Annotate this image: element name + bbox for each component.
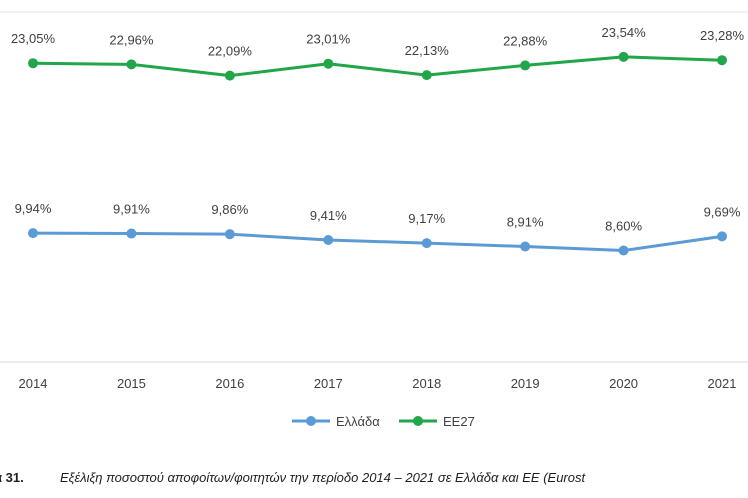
- data-label: 9,41%: [310, 208, 347, 223]
- legend-marker: [306, 416, 316, 426]
- data-label: 23,01%: [306, 32, 351, 47]
- data-label: 9,91%: [113, 202, 150, 217]
- data-point: [421, 238, 432, 249]
- data-label: 23,28%: [700, 28, 745, 43]
- series-layer: [28, 51, 728, 256]
- data-point: [323, 235, 334, 246]
- data-label: 22,88%: [503, 33, 548, 48]
- x-tick-label: 2014: [19, 376, 48, 391]
- data-label: 8,91%: [507, 215, 544, 230]
- legend-marker: [413, 416, 423, 426]
- x-tick-label: 2016: [215, 376, 244, 391]
- series-line-1: [31, 55, 724, 78]
- x-tick-label: 2015: [117, 376, 146, 391]
- data-label: 9,86%: [211, 202, 248, 217]
- data-point: [126, 59, 137, 70]
- data-point: [421, 70, 432, 81]
- data-point: [618, 51, 629, 62]
- x-tick-label: 2017: [314, 376, 343, 391]
- x-tick-layer: 2014 2015 2016 2017 2018 2019 2020 2021: [19, 376, 737, 391]
- legend: Ελλάδα ΕΕ27: [292, 414, 475, 429]
- figure-caption: α 31. Εξέλιξη ποσοστού αποφοίτων/φοιτητών…: [0, 470, 748, 485]
- legend-label: Ελλάδα: [336, 414, 380, 429]
- data-point: [224, 70, 235, 81]
- data-point: [28, 228, 38, 239]
- data-point: [28, 58, 38, 69]
- data-label: 23,05%: [11, 31, 56, 46]
- data-point: [520, 241, 531, 252]
- data-label: 22,13%: [405, 43, 450, 58]
- data-label: 9,69%: [704, 204, 741, 219]
- data-label: 9,94%: [15, 201, 52, 216]
- x-tick-label: 2018: [412, 376, 441, 391]
- data-label-layer: 9,94% 9,91% 9,86% 9,41% 9,17% 8,91% 8,60% 9,69%…: [11, 25, 745, 234]
- series-line-0: [31, 231, 724, 253]
- data-point: [717, 55, 728, 66]
- caption-number: α 31.: [0, 470, 24, 485]
- x-tick-label: 2021: [708, 376, 737, 391]
- data-point: [717, 231, 728, 242]
- data-label: 23,54%: [602, 25, 647, 40]
- x-tick-label: 2019: [511, 376, 540, 391]
- data-label: 22,09%: [208, 44, 253, 59]
- data-label: 8,60%: [605, 219, 642, 234]
- line-chart: 9,94% 9,91% 9,86% 9,41% 9,17% 8,91% 8,60% 9,69%…: [0, 11, 748, 429]
- legend-label: ΕΕ27: [443, 414, 475, 429]
- data-label: 9,17%: [408, 211, 445, 226]
- caption-text: Εξέλιξη ποσοστού αποφοίτων/φοιτητών την …: [60, 470, 586, 485]
- data-point: [323, 58, 334, 69]
- x-tick-label: 2020: [609, 376, 638, 391]
- data-label: 22,96%: [109, 32, 154, 47]
- data-point: [126, 228, 137, 239]
- data-point: [618, 245, 629, 256]
- data-point: [520, 60, 531, 71]
- data-point: [224, 229, 235, 240]
